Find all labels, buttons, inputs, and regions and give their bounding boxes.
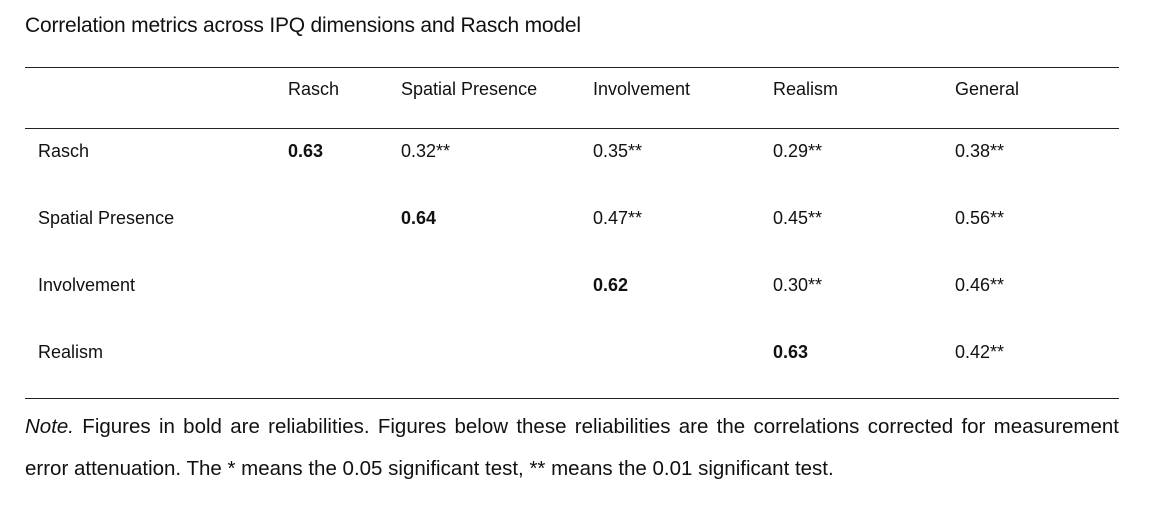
- cell-involvement-involvement: 0.62: [593, 275, 629, 295]
- row-label-rasch: Rasch: [38, 141, 90, 161]
- row-label-involvement: Involvement: [38, 275, 136, 295]
- cell-spatial-presence-realism: 0.45**: [773, 208, 823, 228]
- table-note: Note. Figures in bold are reliabilities.…: [25, 406, 1119, 490]
- note-text: Figures in bold are reliabilities. Figur…: [25, 415, 1120, 480]
- cell-rasch-realism: 0.29**: [773, 141, 823, 161]
- cell-rasch-involvement: 0.35**: [593, 141, 643, 161]
- table-top-rule: [25, 67, 1119, 68]
- cell-involvement-general: 0.46**: [955, 275, 1005, 295]
- cell-realism-general: 0.42**: [955, 342, 1005, 362]
- cell-rasch-spatial-presence: 0.32**: [401, 141, 451, 161]
- cell-spatial-presence-spatial-presence: 0.64: [401, 208, 437, 228]
- column-header-involvement: Involvement: [593, 79, 691, 99]
- cell-involvement-realism: 0.30**: [773, 275, 823, 295]
- row-label-realism: Realism: [38, 342, 104, 362]
- cell-rasch-rasch: 0.63: [288, 141, 324, 161]
- note-label: Note.: [25, 415, 74, 438]
- cell-spatial-presence-involvement: 0.47**: [593, 208, 643, 228]
- cell-rasch-general: 0.38**: [955, 141, 1005, 161]
- column-header-general: General: [955, 79, 1020, 99]
- row-label-spatial-presence: Spatial Presence: [38, 208, 175, 228]
- table-header-rule: [25, 128, 1119, 129]
- column-header-spatial-presence: Spatial Presence: [401, 79, 538, 99]
- cell-realism-realism: 0.63: [773, 342, 809, 362]
- cell-spatial-presence-general: 0.56**: [955, 208, 1005, 228]
- column-header-realism: Realism: [773, 79, 839, 99]
- table-bottom-rule: [25, 398, 1119, 399]
- column-header-rasch: Rasch: [288, 79, 340, 99]
- table-caption: Correlation metrics across IPQ dimension…: [25, 14, 581, 37]
